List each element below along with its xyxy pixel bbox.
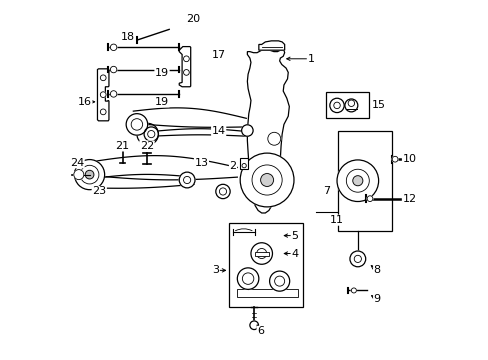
Circle shape	[251, 165, 282, 195]
Circle shape	[347, 100, 354, 107]
Circle shape	[249, 321, 258, 329]
Circle shape	[74, 159, 104, 190]
Bar	[254, 252, 268, 256]
Circle shape	[237, 268, 258, 289]
Circle shape	[349, 251, 365, 267]
Circle shape	[241, 125, 253, 136]
Circle shape	[391, 156, 397, 162]
Text: 8: 8	[373, 265, 380, 275]
Circle shape	[352, 176, 362, 186]
Circle shape	[100, 92, 106, 98]
Circle shape	[336, 160, 378, 202]
Circle shape	[131, 119, 142, 130]
Polygon shape	[89, 174, 194, 188]
Circle shape	[137, 123, 158, 145]
Circle shape	[85, 170, 94, 179]
Text: 13: 13	[194, 158, 208, 168]
Circle shape	[80, 165, 99, 184]
Circle shape	[269, 271, 289, 291]
Text: 19: 19	[155, 97, 169, 107]
Text: 6: 6	[257, 326, 264, 336]
Text: 9: 9	[373, 294, 380, 304]
Polygon shape	[97, 69, 109, 121]
Circle shape	[183, 176, 190, 184]
Text: 21: 21	[115, 141, 129, 151]
Circle shape	[110, 44, 117, 50]
Bar	[338, 131, 391, 231]
Polygon shape	[151, 129, 247, 136]
Circle shape	[144, 127, 158, 141]
Text: 2: 2	[229, 161, 236, 171]
Circle shape	[240, 153, 293, 207]
Polygon shape	[179, 46, 190, 87]
Circle shape	[242, 163, 246, 168]
Circle shape	[219, 188, 226, 195]
Circle shape	[179, 172, 195, 188]
Polygon shape	[247, 49, 289, 213]
Text: 20: 20	[186, 14, 200, 24]
Text: 17: 17	[211, 50, 225, 60]
Circle shape	[126, 114, 147, 135]
Circle shape	[366, 196, 372, 202]
Text: 4: 4	[290, 248, 298, 258]
Bar	[239, 158, 248, 169]
Circle shape	[100, 109, 106, 115]
Polygon shape	[89, 156, 237, 180]
Circle shape	[346, 169, 368, 192]
Circle shape	[100, 75, 106, 81]
Text: 22: 22	[140, 141, 154, 151]
Circle shape	[242, 273, 253, 284]
Text: 16: 16	[78, 97, 92, 107]
Polygon shape	[236, 289, 297, 297]
Circle shape	[274, 276, 284, 286]
Circle shape	[267, 132, 280, 145]
Text: 11: 11	[329, 215, 344, 225]
Circle shape	[110, 91, 117, 97]
Circle shape	[344, 99, 357, 112]
Text: 10: 10	[402, 154, 416, 164]
Text: 5: 5	[291, 231, 298, 240]
Polygon shape	[258, 41, 284, 50]
Bar	[229, 223, 303, 307]
Circle shape	[250, 243, 272, 264]
Circle shape	[329, 98, 344, 113]
Text: 15: 15	[371, 100, 385, 111]
Polygon shape	[133, 108, 246, 127]
Circle shape	[215, 184, 230, 199]
Text: 3: 3	[212, 265, 219, 275]
Text: 7: 7	[323, 186, 330, 197]
Text: 14: 14	[211, 126, 225, 135]
Circle shape	[353, 255, 361, 262]
Circle shape	[183, 69, 189, 75]
Circle shape	[333, 102, 340, 109]
Text: 23: 23	[92, 186, 106, 197]
Text: 1: 1	[307, 54, 314, 64]
Text: 19: 19	[155, 68, 169, 78]
Text: 18: 18	[121, 32, 135, 42]
Bar	[325, 93, 368, 118]
Circle shape	[256, 248, 266, 258]
Text: 24: 24	[70, 158, 84, 168]
Circle shape	[260, 174, 273, 186]
Circle shape	[74, 170, 83, 180]
Text: 12: 12	[402, 194, 416, 204]
Circle shape	[110, 66, 117, 73]
Circle shape	[351, 288, 356, 293]
Circle shape	[183, 56, 189, 62]
Circle shape	[147, 131, 155, 138]
